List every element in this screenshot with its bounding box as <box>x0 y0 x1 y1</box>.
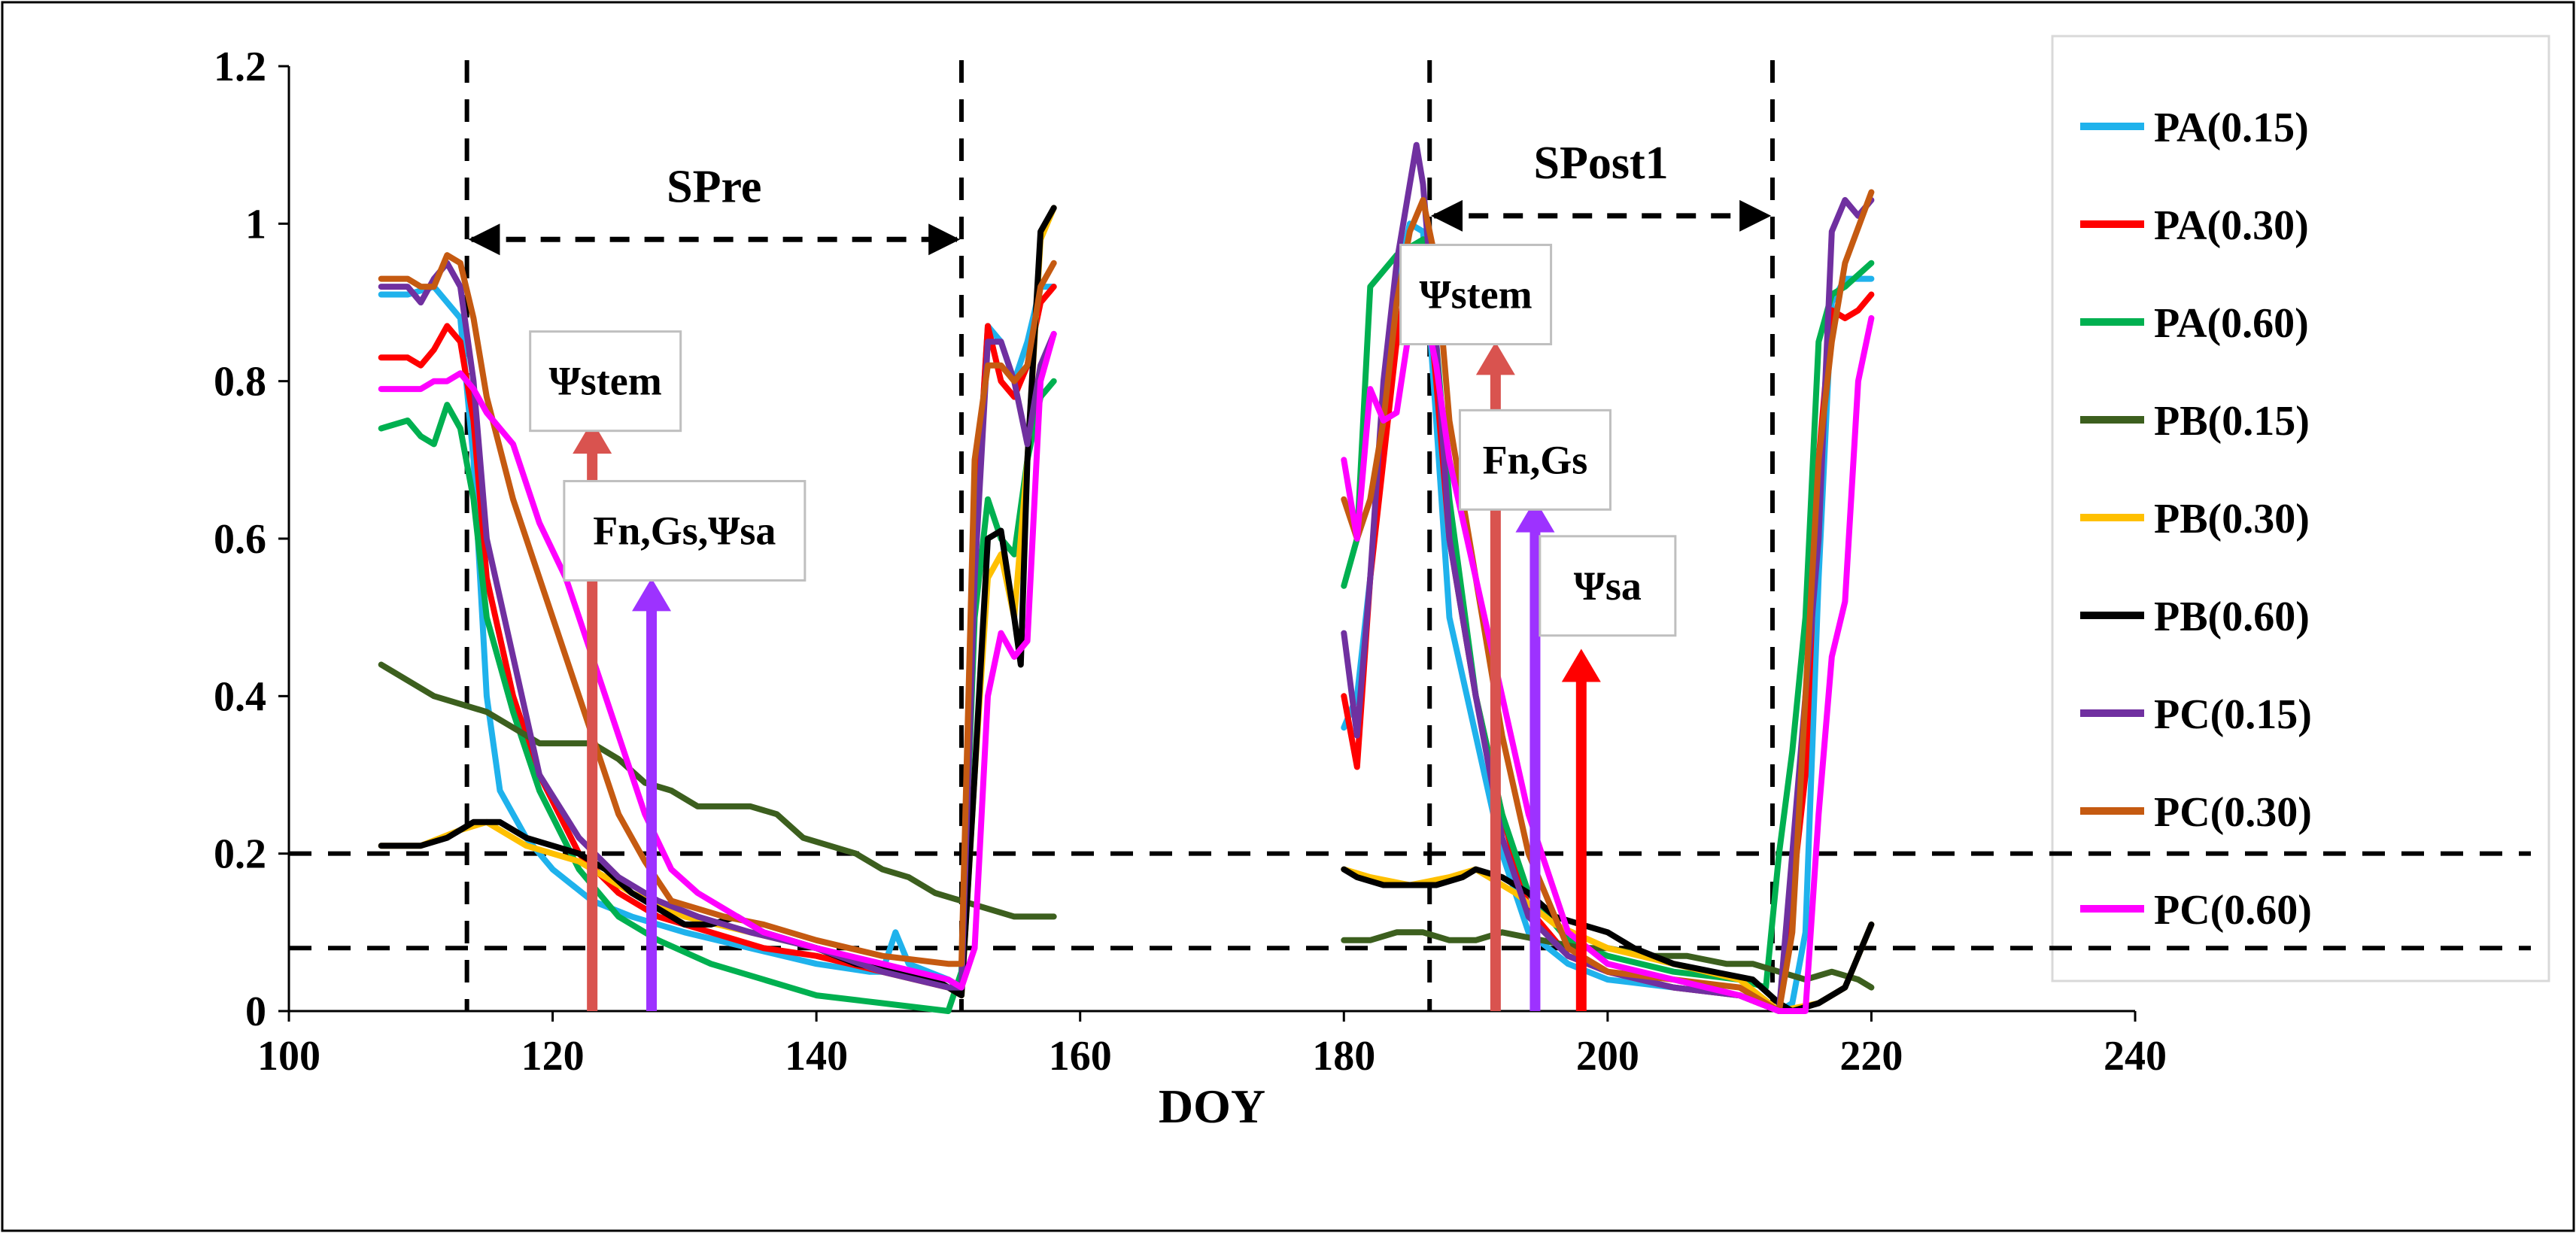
x-tick-label: 120 <box>521 1033 585 1080</box>
legend-label: PB(0.30) <box>2154 496 2310 542</box>
annotation-box <box>1458 408 1612 511</box>
y-tick-label: 1 <box>245 201 266 248</box>
indicator-arrow-head <box>573 421 612 454</box>
series-line-pc-0-60 <box>378 330 1057 991</box>
legend: PA(0.15) PA(0.30) PA(0.60) PB(0.15) PB(0.30)… <box>2080 105 2312 934</box>
series-line-pc-0-30 <box>378 252 1057 967</box>
period-label: SPost1 <box>1534 138 1669 189</box>
x-tick-label: 160 <box>1049 1033 1112 1080</box>
y-tick-label: 0.6 <box>214 516 266 563</box>
series-line-pc-0-30 <box>1341 189 1875 1014</box>
annotation-label: Ψstem <box>549 359 662 404</box>
indicator-arrow-head <box>1475 342 1515 375</box>
legend-label: PA(0.15) <box>2154 105 2309 151</box>
series-line-pc-0-60 <box>1341 299 1875 1014</box>
legend-label: PA(0.30) <box>2154 202 2309 249</box>
legend-label: PB(0.15) <box>2154 398 2310 445</box>
x-tick-label: 200 <box>1576 1033 1639 1080</box>
x-axis-title: DOY <box>1159 1080 1265 1133</box>
legend-label: PC(0.15) <box>2154 691 2312 738</box>
y-tick-label: 0.2 <box>214 831 266 878</box>
x-tick-label: 180 <box>1312 1033 1375 1080</box>
annotation-label: Fn,Gs,Ψsa <box>593 509 776 554</box>
annotation-box <box>1399 244 1553 346</box>
legend-label: PC(0.30) <box>2154 789 2312 836</box>
annotation-label: Fn,Gs <box>1483 437 1588 482</box>
x-tick-label: 140 <box>785 1033 848 1080</box>
indicator-arrow-head <box>1515 499 1555 533</box>
indicator-arrow-head <box>632 578 672 612</box>
annotation-box <box>529 330 682 433</box>
series-line-pc-0-15 <box>378 260 1057 991</box>
plot-area: 0 0.2 0.4 0.6 0.8 1 1.2 100 120 140 160 180 200 220 24… <box>214 44 2531 1133</box>
y-tick-label: 0.4 <box>214 673 266 720</box>
annotation-label: Ψsa <box>1574 563 1642 609</box>
series-line-pb-0-60 <box>1341 866 1875 1014</box>
series-line-pb-0-15 <box>378 661 1057 920</box>
indicator-arrow-head <box>1561 648 1601 682</box>
y-tick-label: 0 <box>245 989 266 1035</box>
annotation-box <box>563 480 807 582</box>
annotation-box <box>1539 535 1677 637</box>
annotation-label: Ψstem <box>1420 272 1533 317</box>
y-tick-label: 1.2 <box>214 44 266 90</box>
y-tick-label: 0.8 <box>214 359 266 405</box>
legend-box <box>2051 35 2550 982</box>
x-tick-label: 240 <box>2104 1033 2167 1080</box>
legend-label: PB(0.60) <box>2154 594 2310 640</box>
x-tick-label: 220 <box>1839 1033 1903 1080</box>
x-tick-label: 100 <box>257 1033 320 1080</box>
legend-label: PA(0.60) <box>2154 300 2309 347</box>
series-line-pc-0-15 <box>1341 141 1875 1014</box>
legend-label: PC(0.60) <box>2154 887 2312 934</box>
period-label: SPre <box>667 161 761 212</box>
